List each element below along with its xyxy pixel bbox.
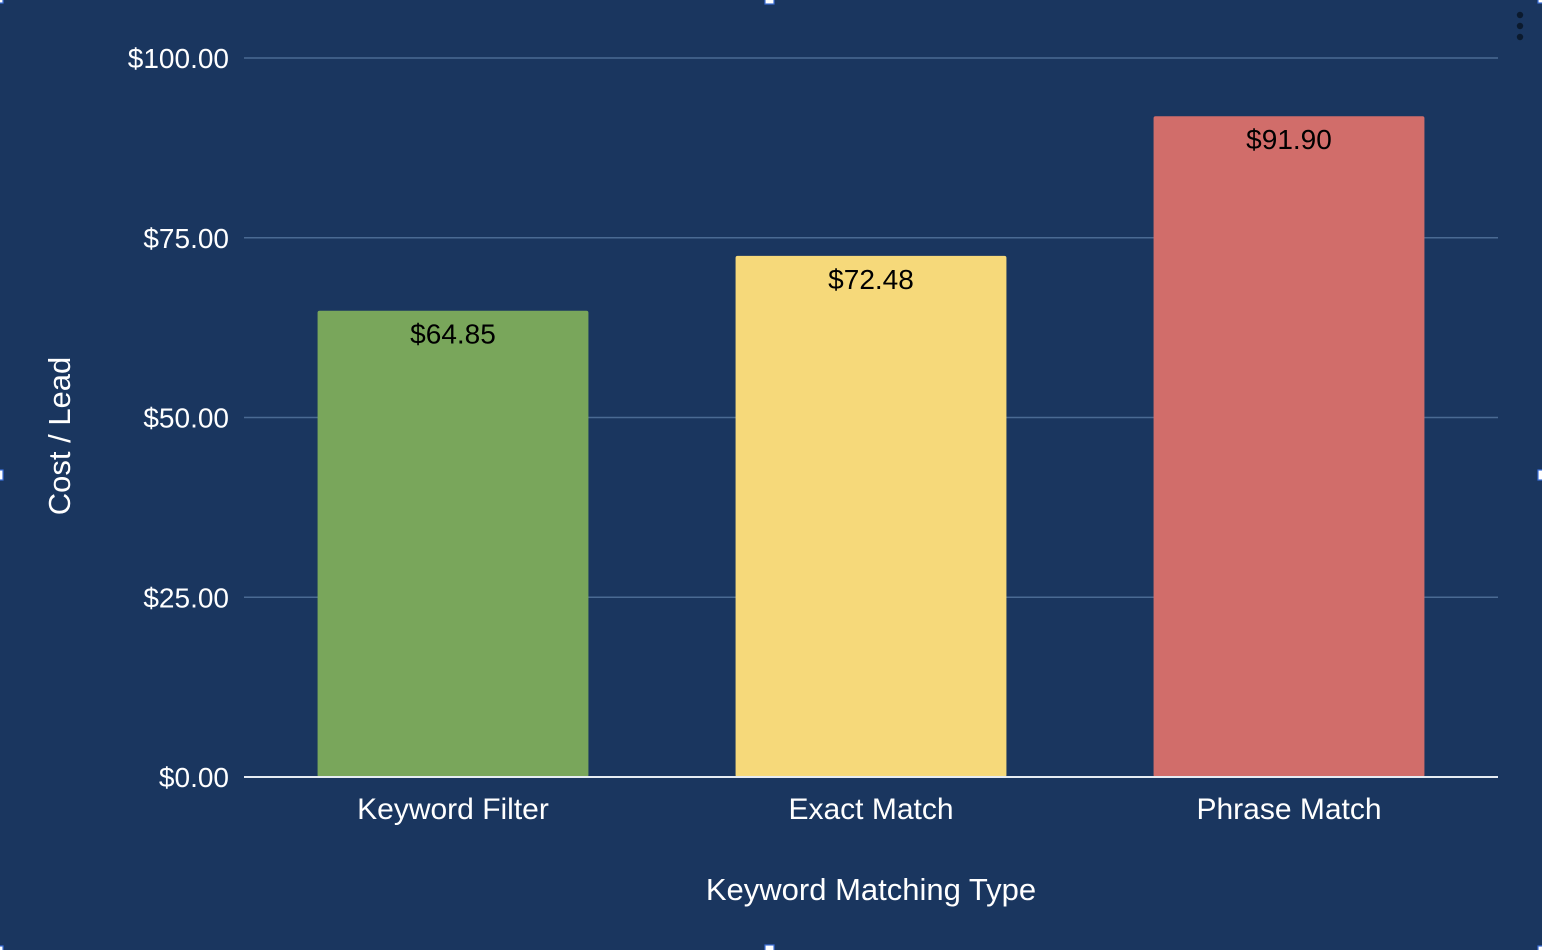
resize-handle-bottom-left[interactable]: [0, 945, 4, 950]
bar-value-label: $64.85: [410, 319, 496, 350]
y-tick-label: $50.00: [143, 403, 229, 434]
resize-handle-bottom[interactable]: [764, 944, 775, 950]
resize-handle-right[interactable]: [1537, 469, 1542, 481]
x-axis-categories: Keyword Filter Exact Match Phrase Match: [357, 793, 1381, 826]
y-axis-title: Cost / Lead: [42, 357, 77, 516]
y-tick-label: $75.00: [143, 223, 229, 254]
more-vert-icon[interactable]: [1508, 8, 1532, 44]
y-axis-ticks: $0.00 $25.00 $50.00 $75.00 $100.00: [128, 43, 229, 793]
bar[interactable]: [735, 255, 1007, 778]
x-category-label: Exact Match: [788, 793, 953, 826]
resize-handle-top-left[interactable]: [0, 0, 4, 4]
bars: [317, 116, 1425, 778]
bar-value-label: $72.48: [828, 264, 914, 295]
resize-handle-bottom-right[interactable]: [1537, 945, 1542, 950]
y-tick-label: $100.00: [128, 43, 229, 74]
y-tick-label: $0.00: [159, 762, 229, 793]
bar[interactable]: [1153, 116, 1425, 777]
data-labels: $64.85 $72.48 $91.90: [410, 124, 1332, 349]
y-tick-label: $25.00: [143, 582, 229, 613]
bar-value-label: $91.90: [1246, 124, 1332, 155]
resize-handle-top-right[interactable]: [1537, 0, 1542, 4]
resize-handle-left[interactable]: [0, 469, 4, 481]
x-axis-title: Keyword Matching Type: [706, 872, 1036, 907]
x-category-label: Keyword Filter: [357, 793, 549, 826]
x-category-label: Phrase Match: [1196, 793, 1381, 826]
resize-handle-top[interactable]: [764, 0, 775, 5]
bar[interactable]: [317, 310, 589, 777]
